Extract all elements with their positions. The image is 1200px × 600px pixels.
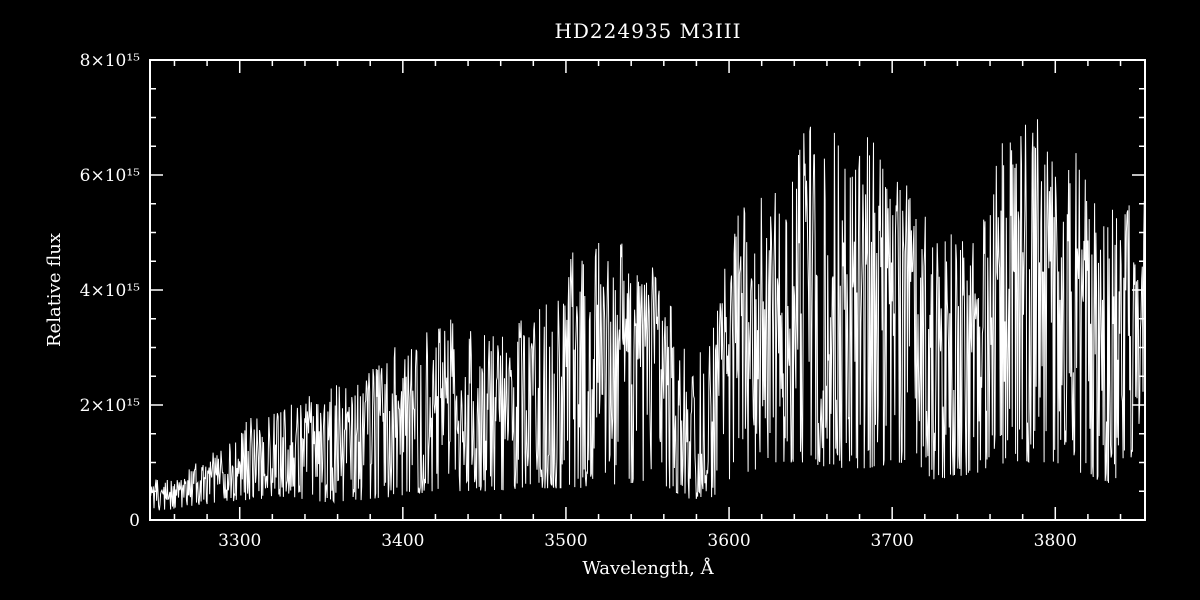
x-tick-label: 3600 [707, 531, 750, 551]
x-tick-label: 3500 [544, 531, 587, 551]
tick-labels: 3300 3400 3500 3600 3700 3800 0 2×10¹⁵ 4×10¹⁵ 6×1… [80, 51, 1077, 551]
plot-title: HD224935 M3III [554, 19, 741, 43]
y-tick-label: 4×10¹⁵ [80, 281, 141, 301]
tick-marks [150, 59, 1145, 521]
y-axis-label: Relative flux [44, 233, 65, 347]
spectrum-line [149, 119, 1146, 511]
x-tick-label: 3800 [1034, 531, 1077, 551]
x-tick-label: 3700 [871, 531, 914, 551]
x-axis-label: Wavelength, Å [582, 557, 714, 579]
y-tick-label: 0 [129, 511, 140, 531]
y-tick-label: 8×10¹⁵ [80, 51, 141, 71]
x-tick-label: 3300 [218, 531, 261, 551]
x-tick-label: 3400 [381, 531, 424, 551]
y-tick-label: 2×10¹⁵ [80, 396, 141, 416]
y-tick-label: 6×10¹⁵ [80, 166, 141, 186]
